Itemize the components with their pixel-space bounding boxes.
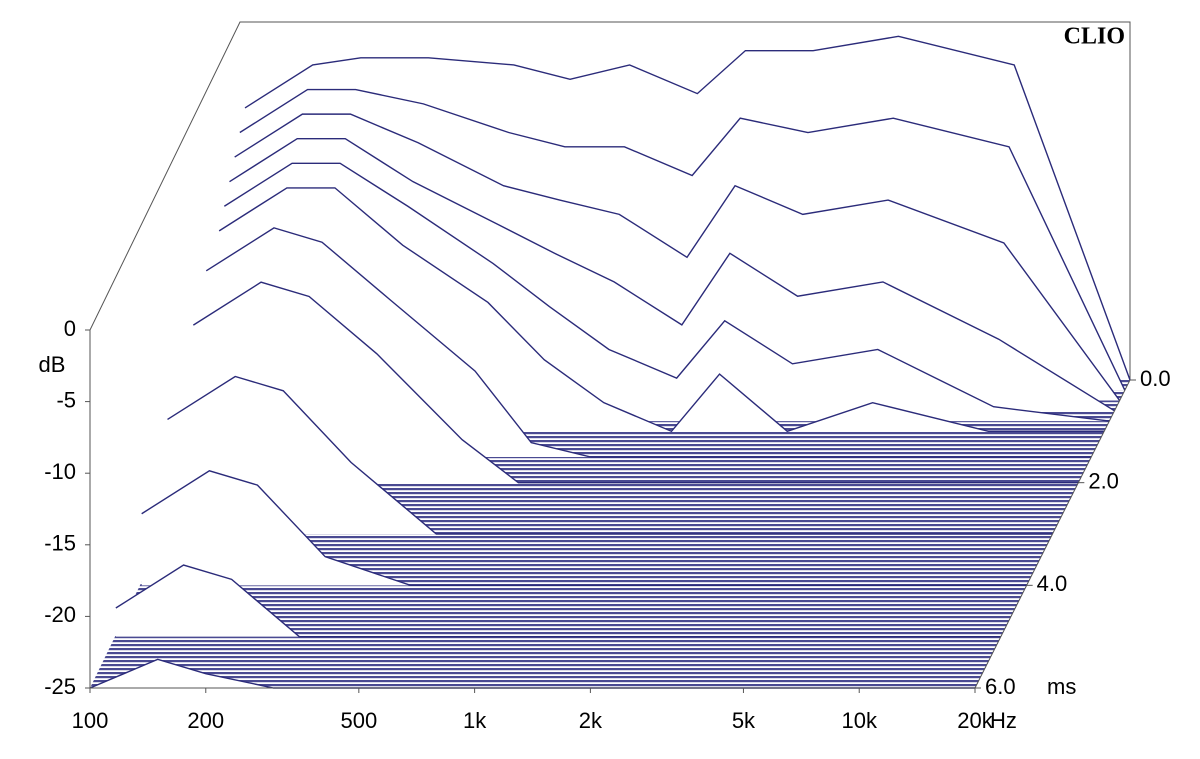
y-tick-label: 0: [64, 316, 76, 341]
z-tick-label: 2.0: [1088, 468, 1119, 493]
y-axis-label: dB: [39, 352, 66, 377]
x-tick-label: 500: [340, 708, 377, 733]
slice-line: [229, 138, 1115, 412]
z-axis: [974, 379, 1131, 689]
slice-fill: [206, 227, 1092, 457]
x-tick-label: 20k: [957, 708, 993, 733]
slice-line: [234, 113, 1121, 401]
time-slice: [167, 375, 1053, 535]
time-slice: [192, 281, 1079, 484]
x-tick-label: 5k: [732, 708, 756, 733]
back-wall: [89, 21, 1131, 380]
y-tick-label: -20: [44, 602, 76, 627]
x-tick-label: 100: [72, 708, 109, 733]
slice-line: [192, 281, 1079, 484]
x-tick-label: 2k: [579, 708, 603, 733]
slice-fill: [193, 282, 1079, 483]
slice-line: [167, 375, 1053, 535]
frame: [89, 21, 1131, 380]
slice-line: [239, 88, 1126, 391]
slices: [89, 35, 1131, 689]
y-tick-label: -5: [56, 387, 76, 412]
z-tick-label: 0.0: [1140, 366, 1171, 391]
y-tick-label: -25: [44, 674, 76, 699]
x-tick-label: 200: [187, 708, 224, 733]
time-slice: [205, 227, 1092, 458]
time-slice: [141, 470, 1027, 587]
chart-title: CLIO: [1064, 24, 1125, 50]
x-tick-label: 1k: [463, 708, 487, 733]
x-tick-label: 10k: [841, 708, 877, 733]
z-tick-label: 6.0: [985, 674, 1016, 699]
y-tick-label: -15: [44, 531, 76, 556]
y-tick-label: -10: [44, 459, 76, 484]
z-axis-label: ms: [1047, 674, 1076, 699]
slice-line: [223, 162, 1110, 422]
x-axis-label: Hz: [990, 708, 1017, 733]
z-tick-label: 4.0: [1037, 571, 1068, 596]
slice-line: [218, 187, 1105, 433]
slice-line: [141, 470, 1027, 587]
slice-line: [205, 227, 1092, 458]
slice-fill: [141, 470, 1027, 586]
slice-line: [115, 564, 1001, 638]
slice-fill: [90, 659, 975, 688]
slice-fill: [115, 565, 1001, 637]
time-slice: [115, 564, 1001, 638]
slice-line: [244, 35, 1131, 381]
